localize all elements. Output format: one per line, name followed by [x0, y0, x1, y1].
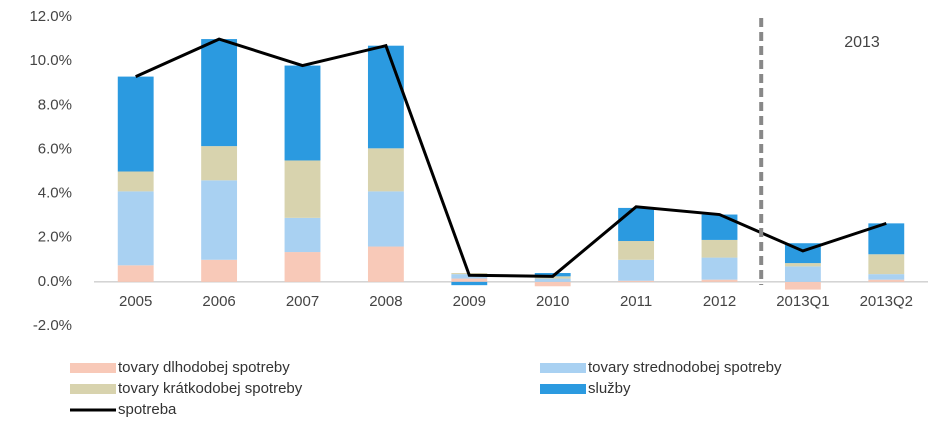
legend-swatch — [70, 363, 116, 373]
legend-swatch — [540, 384, 586, 394]
bar-segment — [451, 278, 488, 282]
bar-segment — [284, 252, 321, 282]
x-tick-label: 2013Q2 — [860, 293, 913, 310]
bar-segment — [784, 266, 821, 282]
x-tick-label: 2005 — [119, 293, 152, 310]
bar-segment — [618, 207, 655, 242]
x-tick-label: 2006 — [202, 293, 235, 310]
x-tick-label: 2011 — [620, 293, 652, 310]
y-tick-label: -2.0% — [33, 317, 72, 334]
legend-swatch — [540, 363, 586, 373]
y-tick-label: 12.0% — [29, 8, 72, 25]
x-tick-label: 2012 — [703, 293, 736, 310]
x-tick-label: 2008 — [369, 293, 402, 310]
bar-segment — [201, 180, 238, 260]
bar-segment — [534, 281, 571, 287]
legend-label: spotreba — [118, 401, 177, 418]
bar-segment — [701, 257, 738, 280]
bar-segment — [117, 191, 154, 266]
bar-segment — [367, 246, 404, 282]
bar-segment — [701, 214, 738, 240]
bar-segment — [117, 265, 154, 282]
y-tick-label: 0.0% — [38, 273, 72, 290]
bar-segment — [201, 259, 238, 282]
y-tick-label: 4.0% — [38, 185, 72, 202]
bar-segment — [618, 259, 655, 281]
legend-label: tovary krátkodobej spotreby — [118, 380, 303, 397]
x-tick-label: 2009 — [453, 293, 486, 310]
legend-label: tovary dlhodobej spotreby — [118, 359, 290, 376]
bar-segment — [701, 279, 738, 282]
bar-segment — [201, 146, 238, 181]
x-tick-label: 2010 — [536, 293, 569, 310]
bar-segment — [701, 239, 738, 258]
bar-segment — [367, 148, 404, 192]
bar-segment — [618, 280, 655, 282]
bar-segment — [284, 217, 321, 253]
bar-segment — [117, 171, 154, 192]
bar-segment — [367, 191, 404, 247]
bar-segment — [868, 279, 905, 282]
legend-label: služby — [588, 380, 631, 397]
bar-segment — [284, 160, 321, 218]
bar-segment — [451, 281, 488, 286]
bar-segment — [534, 278, 571, 282]
bar-segment — [367, 45, 404, 149]
bar-segment — [868, 274, 905, 280]
x-tick-label: 2013Q1 — [776, 293, 829, 310]
bar-segment — [284, 65, 321, 161]
x-tick-label: 2007 — [286, 293, 319, 310]
bar-segment — [868, 254, 905, 275]
bar-segment — [117, 76, 154, 172]
bar-segment — [201, 39, 238, 147]
bar-segment — [784, 281, 821, 290]
y-tick-label: 2.0% — [38, 229, 72, 246]
legend-swatch — [70, 384, 116, 394]
line-series — [135, 37, 887, 278]
annotation: 2013 — [844, 34, 880, 51]
legend-label: tovary strednodobej spotreby — [588, 359, 782, 376]
y-tick-label: 6.0% — [38, 140, 72, 157]
y-tick-label: 10.0% — [29, 52, 72, 69]
y-tick-label: 8.0% — [38, 96, 72, 113]
bar-segment — [618, 241, 655, 260]
bar-segment — [784, 263, 821, 267]
